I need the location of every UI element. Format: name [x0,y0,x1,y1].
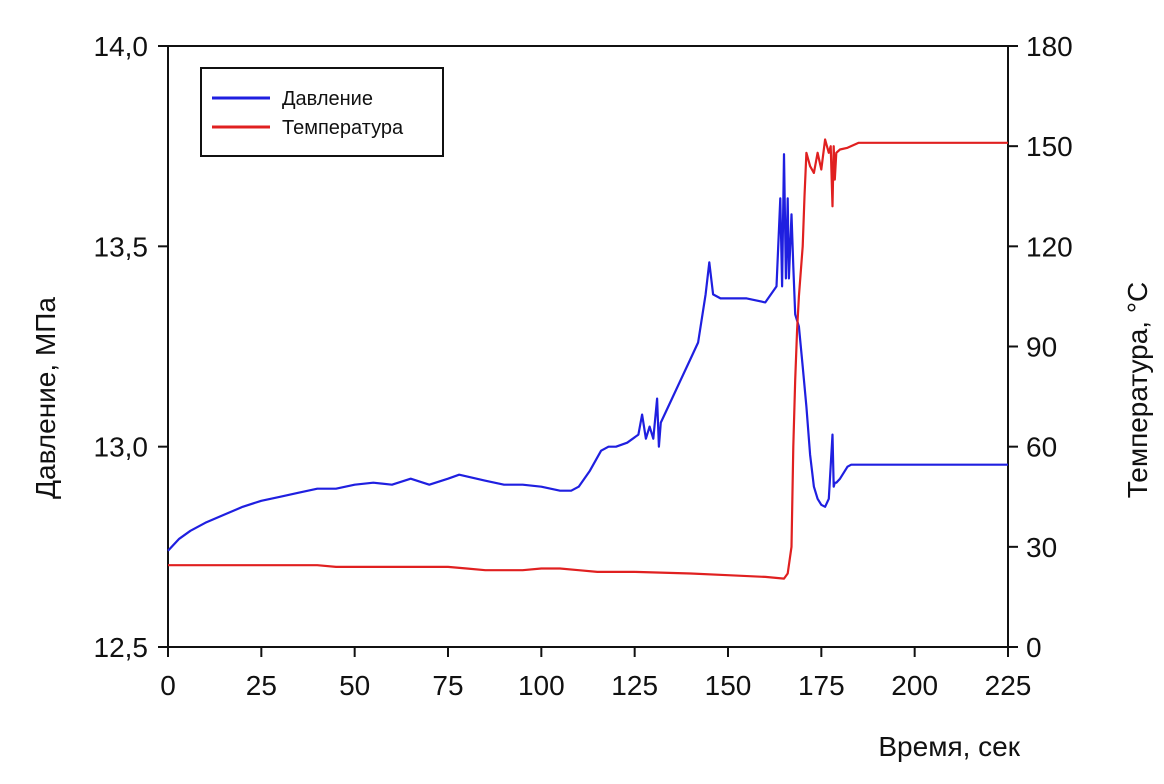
y-right-tick-label: 120 [1026,231,1073,262]
y-left-tick-label: 14,0 [94,31,149,62]
legend-label-pressure: Давление [282,88,373,110]
x-tick-label: 75 [432,670,463,701]
y-axis-left: 12,5 13,0 13,5 14,0 [94,31,168,663]
legend: Давление Температура [200,67,444,157]
y-left-tick-label: 13,0 [94,432,149,463]
y-axis-right-title: Температура, °C [1122,282,1153,499]
temperature-line [168,138,1008,580]
pressure-line [167,153,1008,552]
x-tick-label: 200 [891,670,938,701]
x-tick-label: 175 [798,670,845,701]
x-tick-label: 25 [246,670,277,701]
y-axis-right: 0 30 60 90 120 150 180 [1008,31,1073,663]
x-tick-label: 150 [705,670,752,701]
x-axis-title: Время, сек [878,731,1020,762]
y-right-tick-label: 0 [1026,632,1042,663]
y-left-tick-label: 12,5 [94,632,149,663]
x-tick-label: 50 [339,670,370,701]
y-right-tick-label: 60 [1026,432,1057,463]
legend-box [200,67,444,157]
y-right-tick-label: 30 [1026,532,1057,563]
y-axis-left-title: Давление, МПа [30,297,61,499]
y-right-tick-label: 180 [1026,31,1073,62]
y-right-tick-label: 90 [1026,332,1057,363]
series-layer [167,138,1008,580]
y-left-tick-label: 13,5 [94,231,149,262]
legend-label-temperature: Температура [282,117,404,139]
x-tick-label: 100 [518,670,565,701]
x-tick-label: 0 [160,670,176,701]
x-tick-label: 125 [611,670,658,701]
x-tick-label: 225 [985,670,1032,701]
x-axis: 0 25 50 75 100 125 150 175 200 225 [160,647,1031,701]
y-right-tick-label: 150 [1026,131,1073,162]
